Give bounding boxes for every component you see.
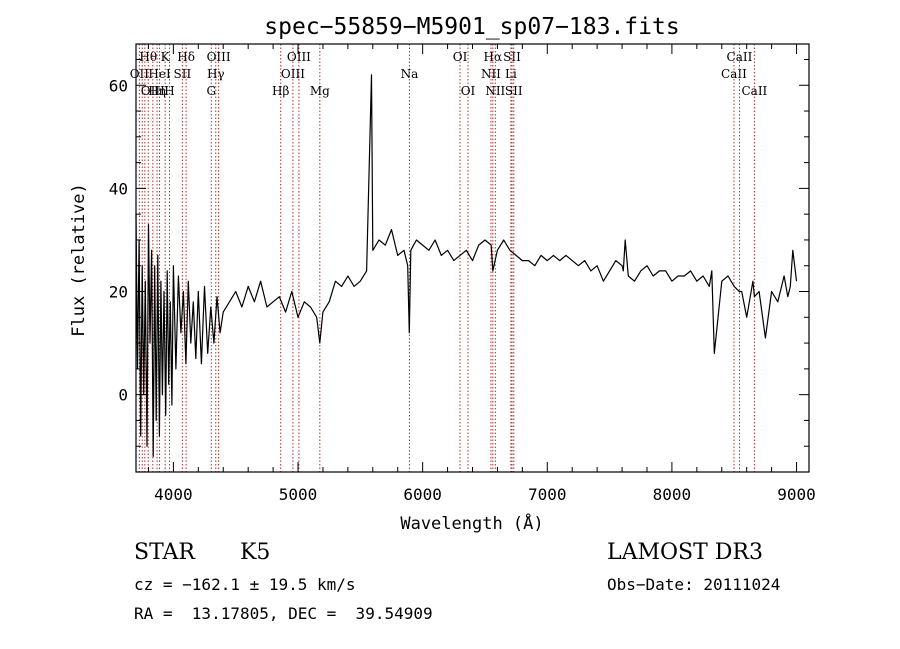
line-label: Hγ	[207, 67, 225, 81]
line-label: Na	[401, 67, 419, 81]
line-label: OIII	[281, 67, 305, 81]
ra-dec: RA = 13.17805, DEC = 39.54909	[134, 604, 433, 623]
spectrum-line	[135, 74, 798, 458]
axes: 4000 5000 6000 7000 8000 9000 0 20 40 60	[109, 43, 816, 504]
obs-date: Obs−Date: 20111024	[607, 575, 781, 594]
line-label: Li	[505, 67, 517, 81]
y-tick-label: 0	[118, 386, 128, 405]
line-label: OIII	[207, 50, 231, 64]
x-tick-label: 5000	[279, 485, 318, 504]
line-label: SII	[505, 84, 523, 98]
y-tick-label: 20	[109, 283, 128, 302]
line-label: OIII	[141, 84, 165, 98]
x-tick-label: 4000	[154, 485, 193, 504]
line-label: H	[164, 84, 174, 98]
line-label: NII	[481, 67, 501, 81]
line-label: Hβ	[272, 84, 289, 98]
y-tick-label: 40	[109, 179, 128, 198]
line-label: SII	[503, 50, 521, 64]
object-class: STAR	[134, 540, 195, 565]
line-label: OIII	[287, 50, 311, 64]
chart-title: spec−55859−M5901_sp07−183.fits	[264, 14, 679, 40]
spectrum	[135, 74, 798, 458]
subclass: K5	[240, 540, 271, 565]
line-label: CaII	[727, 50, 753, 64]
line-label: CaII	[741, 84, 767, 98]
line-label: OII	[130, 67, 150, 81]
line-label: K	[161, 50, 171, 64]
line-label: OI	[453, 50, 468, 64]
x-tick-label: 8000	[653, 485, 692, 504]
x-tick-label: 9000	[777, 485, 816, 504]
line-label: SII	[174, 67, 192, 81]
plot-frame	[135, 43, 810, 473]
line-label: Mg	[310, 84, 330, 98]
x-tick-label: 7000	[528, 485, 567, 504]
y-tick-label: 60	[109, 76, 128, 95]
x-axis-label: Wavelength (Å)	[400, 512, 543, 534]
line-label: G	[206, 84, 216, 98]
redshift-cz: cz = −162.1 ± 19.5 km/s	[134, 575, 356, 594]
line-label: NII	[485, 84, 505, 98]
survey-name: LAMOST DR3	[607, 540, 763, 565]
line-label: CaII	[721, 67, 747, 81]
spectral-line-markers: OIIHθOIIIHηHeIKHSIIHδGHγOIIIHβOIIIOIIIMg…	[130, 44, 768, 472]
line-label: Hα	[484, 50, 503, 64]
y-axis-label: Flux (relative)	[69, 183, 89, 337]
x-tick-label: 6000	[403, 485, 442, 504]
line-label: Hδ	[177, 50, 195, 64]
line-label: Hη	[148, 84, 166, 98]
line-label: HeI	[148, 67, 171, 81]
line-label: Hθ	[139, 50, 157, 64]
line-label: OI	[461, 84, 476, 98]
